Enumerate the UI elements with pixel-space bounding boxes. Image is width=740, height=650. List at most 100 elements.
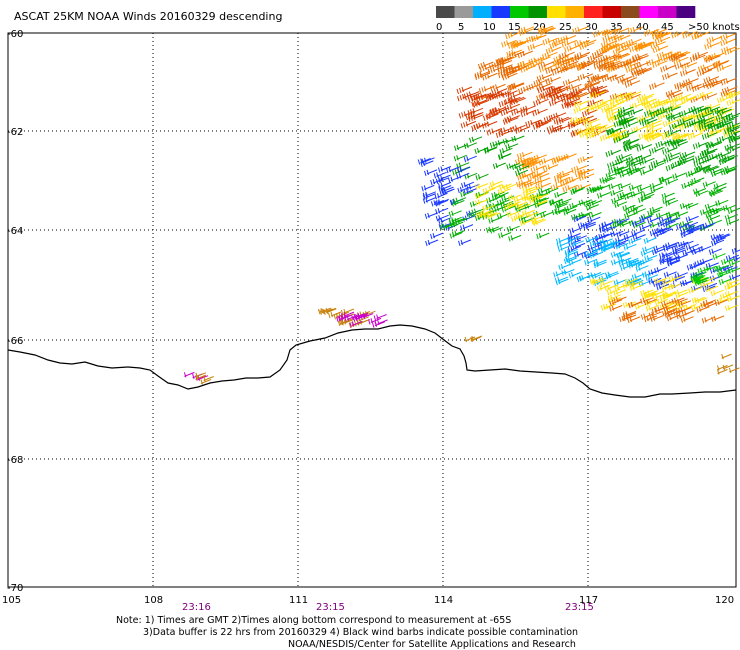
wind-barb (561, 101, 578, 109)
wind-barb (474, 192, 488, 200)
wind-barb (538, 64, 555, 73)
wind-barb (672, 141, 688, 149)
map-title: ASCAT 25KM NOAA Winds 20160329 descendin… (14, 10, 282, 23)
wind-barb (482, 204, 496, 212)
wind-barb (609, 305, 623, 312)
wind-barb (537, 187, 552, 195)
wind-barb (483, 147, 497, 154)
wind-barb (627, 26, 644, 35)
wind-barb (564, 98, 581, 106)
wind-barb (520, 109, 537, 118)
wind-barb (508, 234, 522, 242)
wind-barb (717, 365, 728, 371)
wind-barb (592, 124, 608, 132)
wind-barb (673, 132, 689, 141)
wind-barb (636, 68, 653, 76)
legend-label-15: 15 (508, 22, 521, 33)
wind-barb (603, 43, 620, 51)
wind-barb (639, 215, 653, 223)
wind-barb (680, 69, 696, 77)
wind-barb (420, 160, 434, 168)
wind-barb (467, 114, 484, 122)
wind-barb (571, 213, 585, 221)
wind-barb (617, 252, 631, 260)
wind-barb (663, 307, 678, 315)
wind-barb (613, 135, 630, 143)
wind-barb (662, 147, 678, 155)
wind-barb (650, 186, 664, 194)
wind-barb (617, 167, 631, 175)
wind-barb (706, 36, 723, 44)
wind-barb (501, 39, 517, 48)
wind-barb (607, 131, 624, 140)
wind-barb (716, 108, 732, 117)
wind-barb (584, 82, 600, 90)
wind-barb (526, 35, 542, 43)
wind-barb (569, 202, 583, 210)
lon-label-117: 117 (579, 595, 598, 606)
wind-barb (422, 197, 436, 204)
wind-barb (549, 198, 563, 206)
wind-barb (533, 210, 547, 218)
wind-barb (644, 109, 660, 118)
wind-barb (649, 146, 665, 155)
wind-barb (591, 129, 607, 138)
wind-barb (625, 159, 642, 167)
wind-barb (463, 155, 477, 163)
wind-barb (616, 97, 633, 106)
wind-barb (508, 194, 522, 201)
legend-swatch (658, 6, 677, 18)
wind-barb (517, 50, 533, 59)
wind-barb (648, 277, 662, 285)
wind-barb (475, 183, 489, 190)
wind-barb (463, 142, 477, 149)
wind-barb (507, 92, 524, 100)
wind-barb (608, 115, 624, 123)
wind-barb (564, 248, 578, 256)
wind-barb (668, 283, 682, 290)
wind-barb (615, 242, 629, 250)
wind-barb (696, 69, 713, 77)
wind-barb (604, 284, 618, 292)
wind-barb (718, 118, 735, 126)
wind-barb (718, 269, 732, 276)
wind-barb (672, 160, 688, 168)
wind-barb (461, 181, 475, 189)
wind-barb (697, 64, 714, 72)
wind-barb (632, 208, 646, 215)
wind-barb (665, 211, 679, 218)
wind-barb (497, 70, 514, 79)
wind-barb (631, 220, 646, 227)
wind-barb (651, 307, 665, 314)
wind-barb (317, 307, 332, 315)
wind-barb (650, 41, 666, 49)
wind-barb (705, 55, 721, 63)
wind-barb (675, 291, 689, 299)
wind-barb (640, 289, 654, 297)
wind-barb (723, 115, 739, 123)
wind-barb (534, 201, 548, 209)
wind-barb (528, 57, 545, 65)
wind-barb (705, 285, 719, 293)
wind-barb (531, 154, 547, 162)
wind-barb (649, 206, 663, 214)
time-label: 23:15 (565, 602, 594, 613)
wind-barb (624, 80, 641, 88)
map-frame (7, 32, 737, 588)
wind-barb (660, 64, 676, 73)
wind-barb (685, 243, 699, 251)
wind-barb (195, 374, 207, 381)
wind-barb (601, 105, 617, 114)
wind-barb (497, 66, 514, 75)
wind-barb (726, 279, 740, 286)
wind-barb (721, 46, 737, 54)
wind-barb (687, 132, 704, 141)
wind-barb (601, 28, 617, 37)
wind-barb (511, 108, 527, 116)
wind-barb (337, 319, 351, 326)
wind-barb (607, 127, 623, 136)
wind-barb (593, 61, 610, 70)
wind-barb (622, 121, 639, 129)
wind-barb (707, 215, 721, 222)
wind-barb (600, 303, 614, 311)
